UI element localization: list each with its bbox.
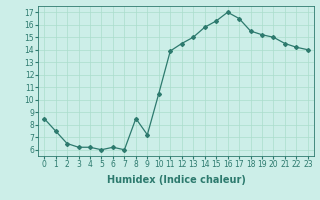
X-axis label: Humidex (Indice chaleur): Humidex (Indice chaleur) [107,175,245,185]
